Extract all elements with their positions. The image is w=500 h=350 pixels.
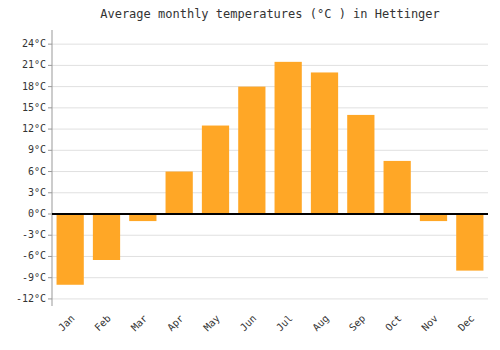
y-tick-label: -9°C: [22, 272, 46, 283]
y-tick: [48, 192, 52, 193]
bar: [93, 214, 120, 260]
x-tick-label: Nov: [419, 313, 440, 334]
chart: -12°C -9°C -6°C -3°C 0°C 3°C 6°C 9°C 12°C 15°C 18°…: [0, 0, 500, 350]
x-axis: Jan Feb Mar Apr May Jun Jul Aug Sep Oct Nov Dec: [56, 313, 476, 334]
y-tick: [48, 256, 52, 257]
grid-line: [52, 150, 488, 151]
bar: [384, 161, 411, 214]
grid-line: [52, 171, 488, 172]
y-tick: [48, 107, 52, 108]
y-tick-label: 18°C: [22, 81, 46, 92]
y-tick-label: 3°C: [28, 187, 46, 198]
grid: [52, 44, 488, 299]
y-tick-label: -6°C: [22, 250, 46, 261]
grid-line: [52, 129, 488, 130]
bar: [420, 214, 447, 221]
x-tick-label: Jan: [56, 313, 77, 334]
x-tick-label: Mar: [129, 313, 150, 334]
y-tick-label: -3°C: [22, 229, 46, 240]
grid-line: [52, 214, 488, 215]
y-tick: [48, 44, 52, 45]
x-tick-label: Aug: [310, 313, 331, 334]
bar: [275, 62, 302, 214]
grid-line: [52, 192, 488, 193]
y-tick-label: 21°C: [22, 59, 46, 70]
y-tick-label: 15°C: [22, 102, 46, 113]
bar: [347, 115, 374, 214]
y-tick: [48, 86, 52, 87]
x-tick-label: Jul: [274, 313, 295, 334]
bars: [57, 62, 484, 285]
x-tick-label: Dec: [456, 313, 477, 334]
x-tick-label: Feb: [92, 313, 113, 334]
y-tick: [48, 65, 52, 66]
y-tick-label: 24°C: [22, 38, 46, 49]
x-tick-label: Oct: [383, 313, 404, 334]
y-axis-line: [52, 30, 53, 306]
grid-line: [52, 86, 488, 87]
y-tick: [48, 150, 52, 151]
y-tick: [48, 298, 52, 299]
bar: [166, 172, 193, 214]
y-tick-label: 6°C: [28, 166, 46, 177]
y-tick: [48, 277, 52, 278]
y-tick: [48, 235, 52, 236]
y-tick-label: 9°C: [28, 144, 46, 155]
grid-line: [52, 65, 488, 66]
bar: [202, 126, 229, 214]
x-tick-label: Sep: [347, 313, 368, 334]
x-tick-label: Apr: [165, 313, 186, 334]
grid-line: [52, 44, 488, 45]
y-tick: [48, 171, 52, 172]
zero-line: [52, 213, 488, 215]
x-tick-label: Jun: [238, 313, 259, 334]
bar: [129, 214, 156, 221]
y-tick-label: 0°C: [28, 208, 46, 219]
y-tick: [48, 214, 52, 215]
bar: [57, 214, 84, 285]
grid-line: [52, 298, 488, 299]
y-tick: [48, 129, 52, 130]
y-axis: -12°C -9°C -6°C -3°C 0°C 3°C 6°C 9°C 12°C 15°C 18°…: [16, 38, 52, 304]
y-tick-label: 12°C: [22, 123, 46, 134]
x-tick-label: May: [201, 313, 222, 334]
title: Average monthly temperatures (°C ) in He…: [100, 7, 440, 21]
grid-line: [52, 107, 488, 108]
y-tick-label: -12°C: [16, 293, 46, 304]
bar: [456, 214, 483, 271]
bar: [311, 72, 338, 214]
bar: [238, 87, 265, 214]
grid-line: [52, 277, 488, 278]
